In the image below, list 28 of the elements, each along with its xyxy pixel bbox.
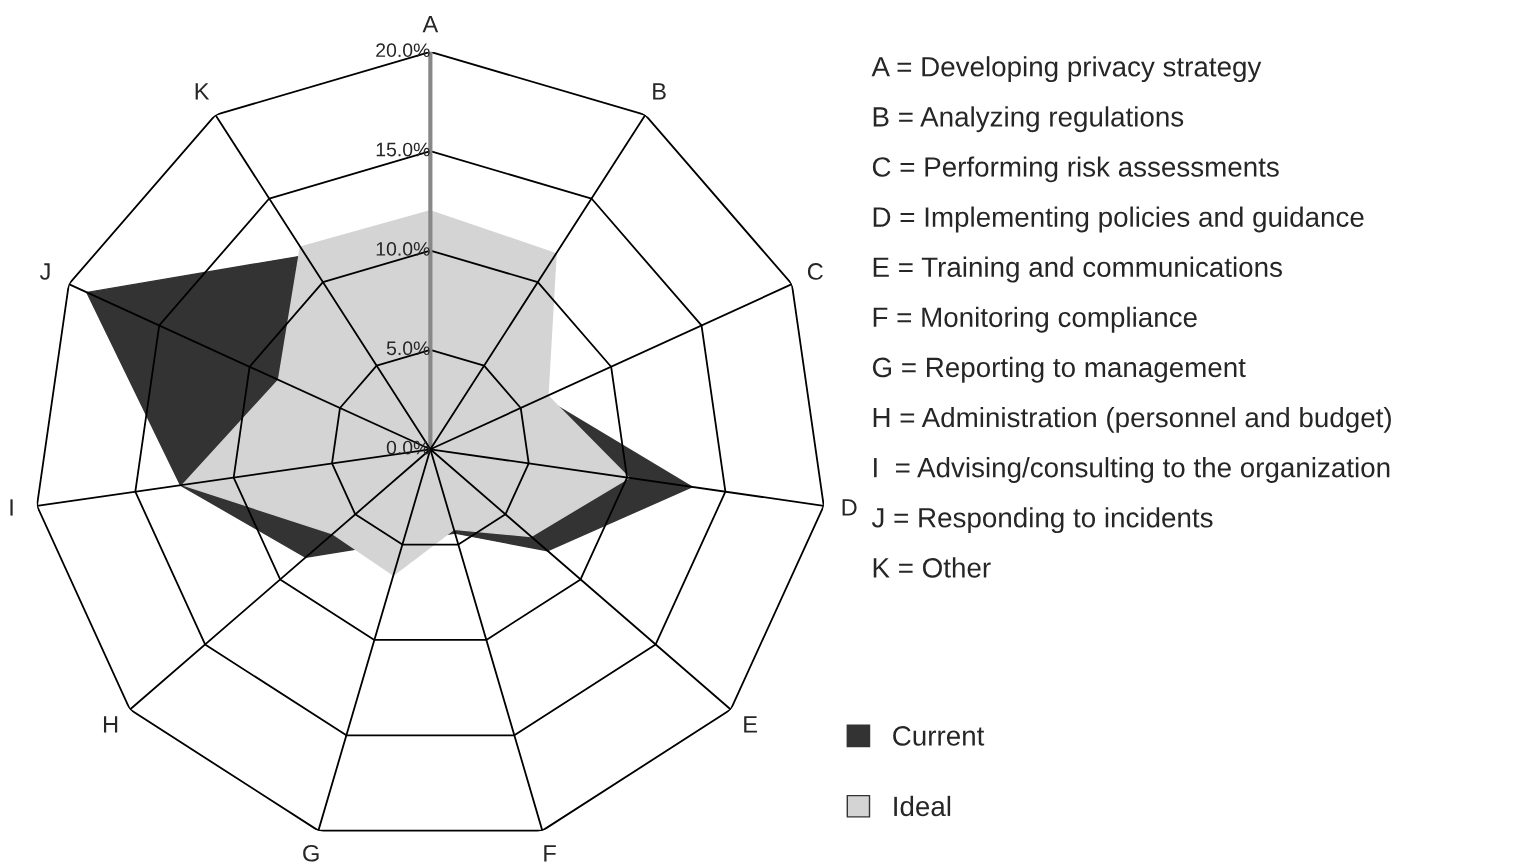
text: A = Developing privacy strategy <box>871 56 1262 83</box>
text: C = Performing risk assessments <box>872 156 1279 183</box>
text: I = Advising/consulting to the organization <box>874 457 1390 483</box>
y-tick-label: 20.0% <box>376 43 430 58</box>
text: J = Responding to incidents <box>871 507 1213 534</box>
text: F = Monitoring compliance <box>873 306 1197 333</box>
spoke-label: F <box>544 845 556 862</box>
spoke-label: C <box>807 263 823 280</box>
text: G = Reporting to management <box>872 356 1246 383</box>
spoke-label: B <box>653 83 666 100</box>
spoke-label: K <box>195 83 210 100</box>
text: E = Training and communications <box>873 256 1282 283</box>
text: D = Implementing policies and guidance <box>873 206 1364 233</box>
text: K = Other <box>873 557 991 578</box>
text: B = Analyzing regulations <box>873 106 1184 133</box>
y-tick-label: 10.0% <box>376 242 430 256</box>
spoke-label: G <box>303 844 319 862</box>
y-tick-label: 5.0% <box>386 341 430 356</box>
spoke-label: I <box>10 499 13 516</box>
legend-label: Ideal <box>894 795 951 817</box>
spoke-label: H <box>103 716 118 733</box>
y-tick-label: 15.0% <box>376 142 430 157</box>
spoke-label: D <box>842 499 857 516</box>
text: H = Administration (personnel and budget) <box>873 406 1391 433</box>
legend-label: Current <box>893 726 985 746</box>
spoke-label: E <box>744 716 757 733</box>
spoke-label: J <box>39 263 50 280</box>
spoke-label: A <box>422 16 439 33</box>
